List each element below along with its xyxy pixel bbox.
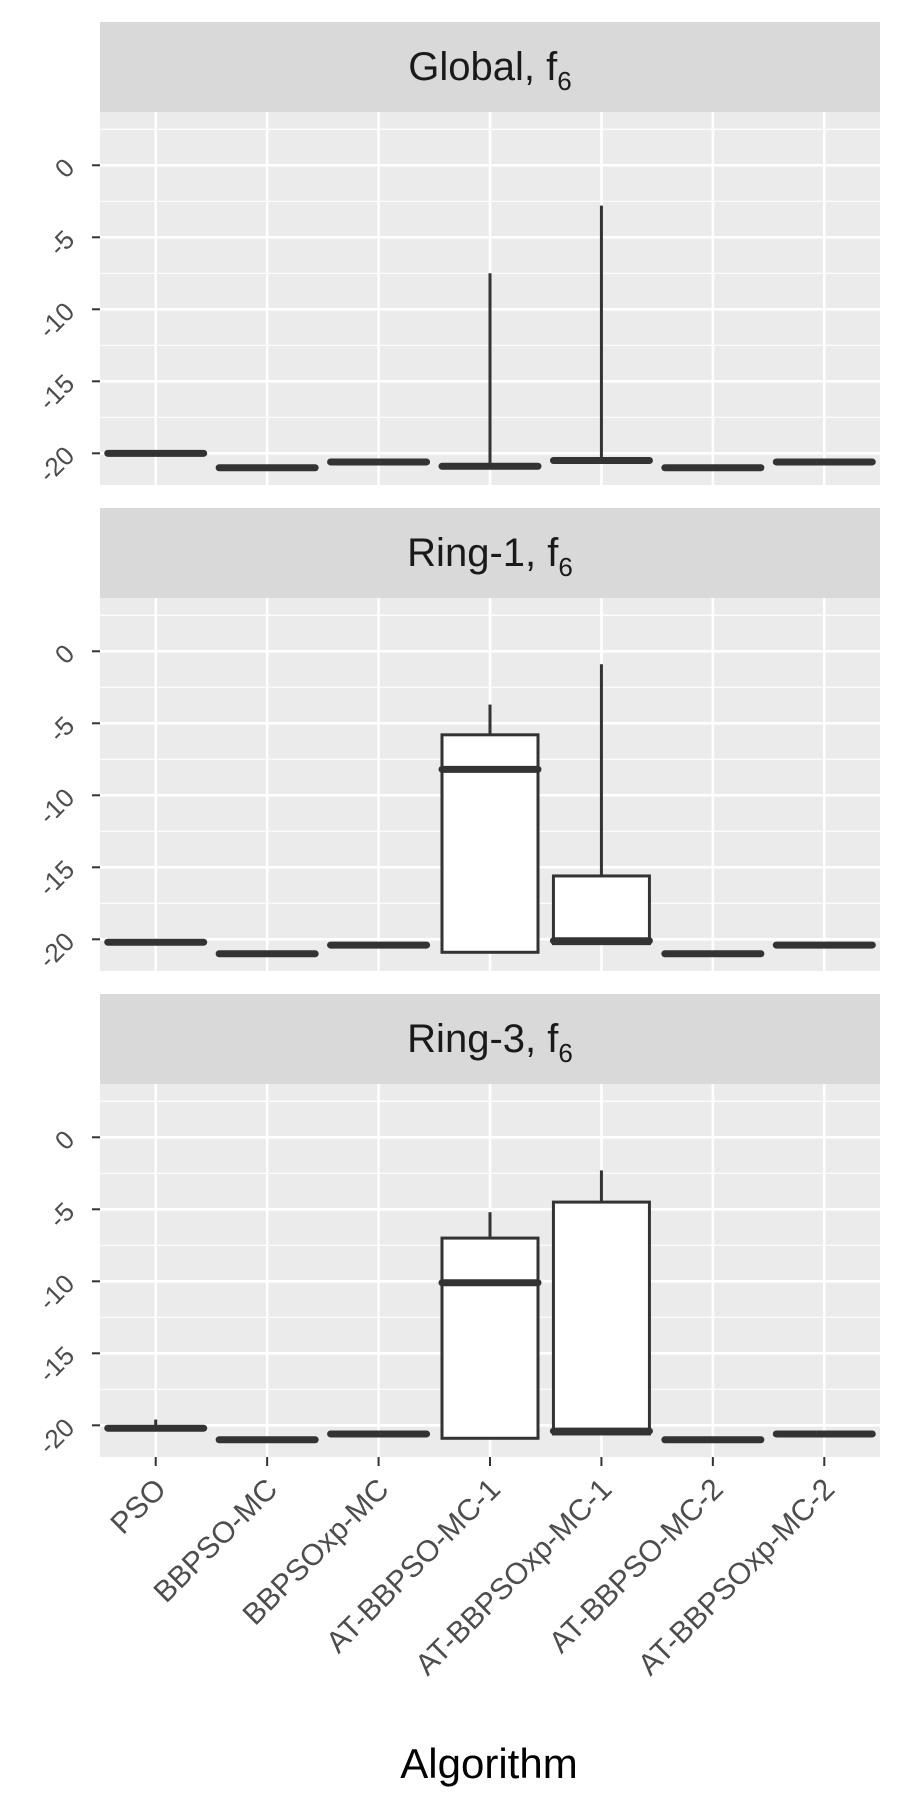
- x-tick-label: AT-BBPSOxp-MC-1: [409, 1473, 618, 1682]
- y-tick-label: -10: [32, 782, 80, 830]
- facet-strip: [100, 994, 880, 1084]
- y-tick-label: -5: [43, 710, 81, 748]
- facet-title-main: Ring-3, f: [407, 1017, 559, 1061]
- y-tick-label: -10: [32, 1268, 80, 1316]
- facet-title: Ring-3, f6: [407, 1017, 573, 1068]
- box-iqr: [551, 874, 651, 946]
- y-tick-label: -20: [32, 926, 80, 974]
- facet-title-main: Ring-1, f: [407, 531, 559, 575]
- panel-1: Global, f6 0 -5 -10 -15 -20: [32, 22, 880, 488]
- y-tick-label: -5: [43, 1196, 81, 1234]
- facet-strip: [100, 508, 880, 598]
- y-tick-label: -15: [32, 1340, 80, 1388]
- x-axis-title: Algorithm: [400, 1740, 577, 1787]
- facet-title: Ring-1, f6: [407, 531, 573, 582]
- y-tick-label: -20: [32, 1412, 80, 1460]
- facet-title-subscript: 6: [558, 1038, 572, 1068]
- y-tick-label: 0: [49, 638, 80, 669]
- y-tick-label: -5: [43, 224, 81, 262]
- y-tick-label: 0: [49, 152, 80, 183]
- x-tick-label: PSO: [105, 1473, 173, 1541]
- facet-title-subscript: 6: [558, 552, 572, 582]
- y-tick-label: -15: [32, 854, 80, 902]
- y-tick-label: -20: [32, 440, 80, 488]
- panel-2: Ring-1, f6 0 -5 -10 -15 -20: [32, 508, 880, 974]
- facet-title: Global, f6: [408, 45, 571, 96]
- y-tick-label: 0: [49, 1124, 80, 1155]
- facet-strip: [100, 22, 880, 112]
- y-tick-label: -15: [32, 368, 80, 416]
- box-iqr: [440, 1236, 540, 1440]
- y-tick-label: -10: [32, 296, 80, 344]
- facet-title-main: Global, f: [408, 45, 558, 89]
- box-iqr: [551, 1200, 651, 1436]
- x-tick-label: AT-BBPSOxp-MC-2: [632, 1473, 841, 1682]
- facet-title-subscript: 6: [557, 66, 571, 96]
- panel-3: Ring-3, f60-5-10-15-20PSOBBPSO-MCBBPSOxp…: [32, 994, 880, 1682]
